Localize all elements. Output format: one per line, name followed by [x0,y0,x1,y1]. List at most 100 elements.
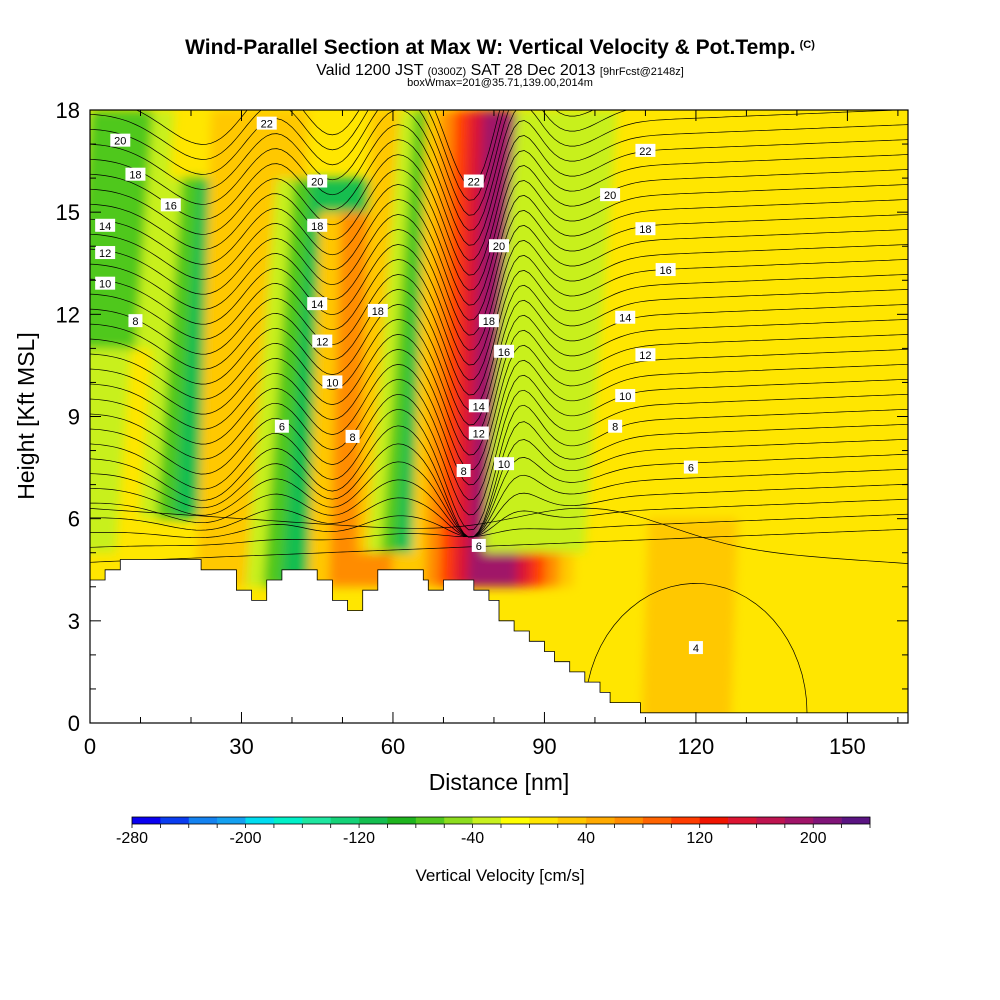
theta-contour-29 [90,110,629,216]
contour-label-bg [110,133,131,147]
colorbar-tick-label: 40 [577,830,595,847]
box-wmax-note: boxWmax=201@35.71,139.00,2014m [407,77,593,89]
theta-contour-4 [90,468,908,538]
contour-label: 6 [688,463,694,475]
y-tick-label: 18 [56,98,80,123]
theta-contour-23 [90,180,908,306]
contour-label: 8 [350,432,356,444]
contour-label: 10 [498,459,510,471]
axis-ticks: 0 30 60 90 120 150 0 3 6 9 12 15 18 [56,98,908,759]
x-tick-label: 60 [381,734,405,759]
x-tick-label: 120 [678,734,715,759]
theta-contour-27 [90,120,908,246]
contour-label-bg [160,198,181,212]
colorbar-swatch [614,817,644,824]
colorbar-swatch [699,817,729,824]
contour-label-bg [478,314,499,328]
x-tick-label: 150 [829,734,866,759]
chart-subtitle: Valid 1200 JST (0300Z) SAT 28 Dec 2013 [… [0,62,1000,80]
theta-contour-11 [90,359,908,486]
theta-contour-17 [90,270,908,396]
contour-label: 14 [619,313,631,325]
contour-label-bg [95,246,116,260]
colorbar-swatch [501,817,530,824]
x-tick-label: 0 [84,734,96,759]
theta-contour-28 [90,110,907,231]
colorbar-swatch [273,817,303,824]
theta-contour-21 [90,210,908,336]
contour-label: 8 [612,422,618,434]
contour-label: 12 [99,248,111,260]
colorbar: -280 -200 -120 -40 40 120 200 [116,816,871,847]
contour-label-bg [95,218,116,232]
velocity-band-9-0 [483,110,618,553]
theta-contour-13 [90,329,908,456]
x-axis-label: Distance [nm] [429,769,570,795]
contour-label: 18 [639,224,651,236]
subtitle-fcst: [9hrFcst@2148z] [599,66,684,78]
plot-area: 4 6 6 6 8 8 8 8 10 10 10 10 12 12 12 12 14 14 14 14 16 16 16 18… [90,110,908,723]
theta-contour-3 [90,483,908,538]
contour-label-bg [471,538,486,552]
theta-contour-12 [90,344,908,471]
contour-label: 14 [99,221,111,233]
contour-label-bg [307,218,328,232]
theta-contour-2 [90,498,908,539]
theta-contour-7 [90,421,908,538]
colorbar-swatch [132,817,161,824]
theta-contour-14 [90,314,908,441]
contour-label-bg [322,375,343,389]
terrain-mask [90,559,908,723]
contour-label-bg [367,303,388,317]
colorbar-tick-label: 120 [686,830,713,847]
colorbar-swatch [671,817,700,824]
contour-label: 10 [99,279,111,291]
theta-contour-low [584,583,808,713]
contour-label-bg [494,457,515,471]
colorbar-swatch [188,817,218,824]
theta-contour-30 [90,110,594,201]
contour-label-bg [128,314,143,328]
colorbar-swatch [444,817,473,824]
theta-contour-16 [90,284,908,411]
y-tick-label: 9 [68,405,80,430]
colorbar-tick-label: -120 [343,830,375,847]
theta-contour-25 [90,150,908,276]
theta-contour-19 [90,240,908,366]
theta-contour-sfc [90,507,908,564]
contour-label: 10 [326,377,338,389]
contour-label-bg [456,463,471,477]
colorbar-swatch [302,817,331,824]
colorbar-swatch [359,817,388,824]
contour-label-bg [688,641,703,655]
title-text: Wind-Parallel Section at Max W: Vertical… [185,36,796,59]
contour-label-bg [494,344,515,358]
contour-label: 8 [132,316,138,328]
colorbar-swatch [217,817,246,824]
colorbar-swatch [415,817,445,824]
contour-label-bg [615,310,636,324]
contour-label: 6 [279,422,285,434]
contour-label-bg [468,399,489,413]
subtitle-date: SAT 28 Dec 2013 [470,62,596,79]
contour-label-bg [307,297,328,311]
contour-label-bg [615,389,636,403]
colorbar-tick-label: -200 [230,830,262,847]
contour-label-bg [256,116,277,130]
contour-label: 22 [261,119,273,131]
contour-label: 12 [639,350,651,362]
y-axis-label: Height [Kft MSL] [13,332,39,499]
contour-label-bg [635,222,656,236]
contour-label: 22 [468,177,480,189]
theta-contour-5 [90,453,908,538]
colorbar-swatch [756,817,786,824]
theta-contour-31 [135,110,501,186]
contour-label-bg [95,276,116,290]
contour-label: 16 [498,347,510,359]
contour-label: 4 [693,643,699,655]
theta-contour-1 [90,513,908,548]
contour-label: 18 [129,170,141,182]
contour-label-bg [655,263,676,277]
contour-label: 16 [165,200,177,212]
contour-label: 14 [473,401,485,413]
